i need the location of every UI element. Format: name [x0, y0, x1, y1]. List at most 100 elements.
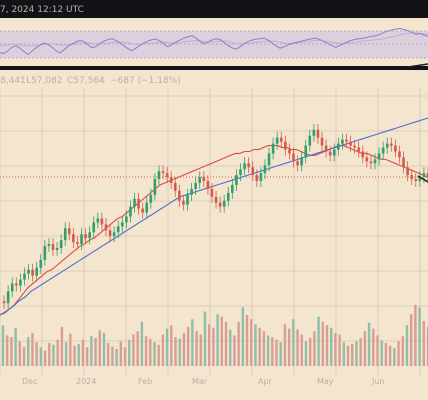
volume-bar	[313, 331, 316, 366]
volume-bar	[64, 342, 68, 366]
candle-body	[235, 175, 238, 185]
candle-body	[51, 244, 55, 250]
candle-body	[251, 167, 255, 176]
volume-bars	[1, 304, 428, 366]
volume-bar	[119, 341, 123, 366]
volume-bar	[405, 325, 409, 366]
volume-bar	[203, 311, 207, 366]
volume-bar	[153, 342, 156, 366]
volume-bar	[115, 349, 118, 366]
ohlc-change: −687 (−1.18%)	[110, 76, 181, 86]
volume-bar	[266, 335, 270, 366]
candle-body	[194, 183, 197, 189]
volume-bar	[330, 327, 333, 366]
volume-bar	[304, 341, 308, 366]
candle-body	[292, 153, 295, 162]
candle-body	[390, 143, 393, 146]
candle-body	[345, 139, 348, 142]
candle-body	[275, 137, 279, 144]
candle-body	[116, 226, 120, 233]
volume-bar	[60, 326, 64, 366]
volume-bar	[216, 314, 219, 366]
volume-bar	[308, 337, 312, 366]
ohlc-low: L57,082	[26, 76, 63, 86]
volume-bar	[199, 334, 202, 366]
volume-bar	[367, 322, 371, 366]
volume-bar	[401, 336, 404, 366]
candle-body	[198, 177, 202, 184]
volume-bar	[140, 321, 144, 366]
volume-bar	[422, 320, 425, 366]
volume-bar	[69, 333, 72, 366]
candle-body	[31, 269, 34, 276]
volume-bar	[275, 339, 278, 366]
candle-body	[15, 283, 18, 286]
volume-bar	[73, 345, 76, 366]
candle-body	[267, 153, 271, 166]
candle-body	[312, 129, 316, 136]
candle-body	[72, 234, 75, 243]
candle-body	[104, 224, 108, 231]
candle-body	[284, 141, 287, 150]
volume-bar	[334, 332, 337, 366]
volume-bar	[363, 331, 367, 366]
candle-body	[47, 244, 51, 247]
month-label: 2024	[76, 377, 96, 386]
volume-bar	[351, 343, 354, 366]
candle-body	[239, 169, 242, 176]
volume-bar	[123, 347, 127, 366]
volume-bar	[186, 326, 190, 366]
volume-bar	[241, 307, 245, 366]
volume-bar	[296, 329, 299, 366]
candle-body	[76, 242, 79, 245]
candle-body	[59, 240, 63, 249]
candle-body	[320, 137, 324, 146]
candle-body	[385, 143, 389, 148]
candle-body	[157, 171, 161, 180]
candle-body	[169, 177, 173, 184]
candle-body	[133, 198, 136, 207]
candle-body	[84, 234, 87, 239]
volume-bar	[1, 325, 5, 366]
candle-body	[218, 202, 222, 207]
candle-body	[88, 232, 91, 239]
volume-bar	[43, 350, 47, 366]
oscillator-lines	[0, 28, 428, 56]
candle-body	[214, 196, 218, 203]
volume-bar	[56, 339, 59, 366]
volume-bar	[165, 328, 169, 366]
candle-body	[141, 208, 144, 213]
volume-bar	[48, 343, 51, 366]
volume-bar	[132, 334, 135, 366]
candle-body	[67, 228, 71, 235]
month-label: Apr	[258, 377, 273, 386]
volume-bar	[409, 314, 413, 366]
candles	[2, 123, 428, 310]
month-label: May	[317, 377, 334, 386]
candle-body	[96, 218, 100, 223]
candle-body	[39, 259, 43, 268]
candle-body	[300, 157, 303, 166]
volume-bar	[254, 324, 257, 366]
candle-body	[178, 190, 181, 201]
volume-bar	[338, 334, 341, 366]
candle-body	[328, 151, 332, 156]
volume-bar	[233, 335, 236, 366]
volume-bar	[292, 319, 295, 366]
volume-bar	[191, 319, 194, 366]
candle-body	[206, 181, 210, 189]
month-label: Dec	[22, 377, 37, 386]
volume-bar	[128, 339, 131, 366]
volume-bar	[317, 316, 320, 366]
volume-bar	[279, 342, 282, 366]
candle-body	[210, 188, 214, 197]
volume-bar	[229, 329, 232, 366]
volume-bar	[355, 341, 358, 366]
volume-bar	[359, 337, 362, 366]
candle-body	[337, 143, 340, 150]
candle-body	[288, 149, 291, 154]
volume-bar	[161, 334, 165, 366]
volume-bar	[283, 324, 287, 366]
ohlc-open: 8,441	[0, 76, 26, 86]
volume-bar	[426, 326, 428, 366]
